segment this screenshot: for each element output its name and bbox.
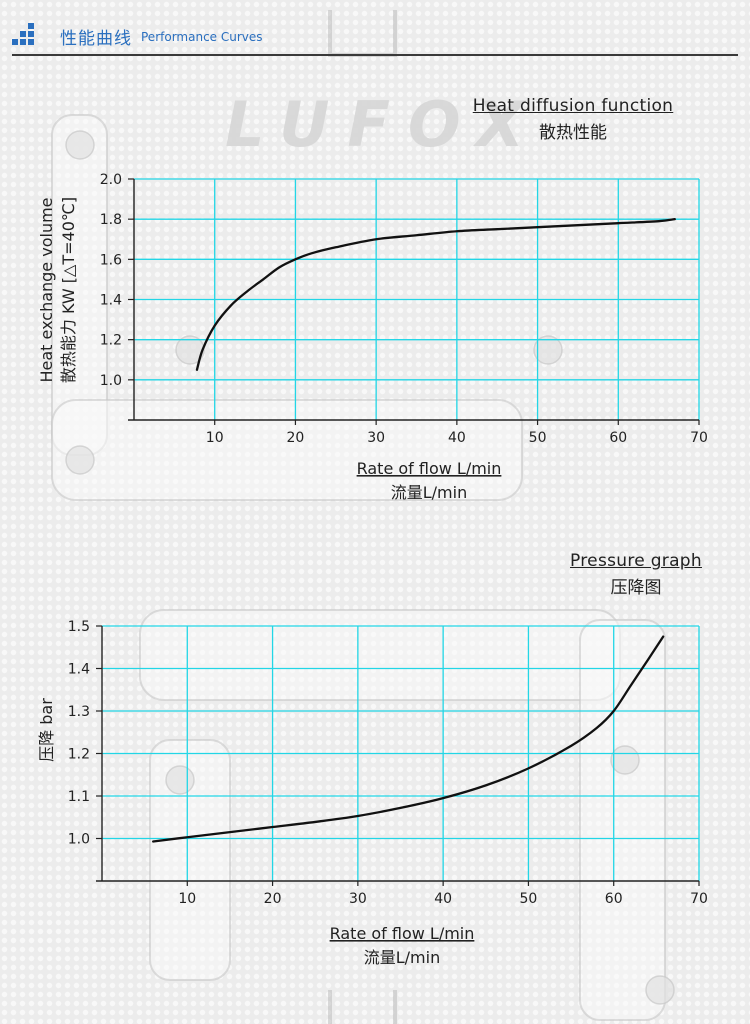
pressure-series-line xyxy=(152,635,665,843)
pressure-chart-xlabel: Rate of flow L/min xyxy=(330,924,475,943)
pressure-y-tick-label: 1.3 xyxy=(68,704,90,720)
heat-y-tick-label: 1.4 xyxy=(100,293,122,309)
heat-chart-xlabel: Rate of flow L/min xyxy=(357,459,502,478)
section-header: 性能曲线 Performance Curves xyxy=(0,0,750,60)
heat-x-tick-label: 50 xyxy=(529,430,547,446)
pressure-y-tick-label: 1.1 xyxy=(68,789,90,805)
header-divider xyxy=(12,54,738,56)
pressure-x-tick-label: 10 xyxy=(178,891,196,907)
pressure-chart-xlabel-cn: 流量L/min xyxy=(364,948,440,967)
heat-chart-ylabel: Heat exchange volume xyxy=(37,197,56,382)
pressure-x-tick-label: 50 xyxy=(520,891,538,907)
pressure-x-tick-label: 70 xyxy=(690,891,708,907)
heat-y-tick-label: 2.0 xyxy=(100,172,122,188)
heat-diffusion-chart: 10 20 30 40 50 60 70 1.0 1.2 1.4 1.6 1.8 2.0 Rate of… xyxy=(37,172,708,502)
pressure-chart-ylabel: 压降 bar xyxy=(37,698,56,762)
pressure-y-tick-label: 1.0 xyxy=(68,832,90,848)
pressure-chart-title-block: Pressure graph 压降图 xyxy=(562,551,710,598)
heat-x-tick-label: 70 xyxy=(690,430,708,446)
heat-y-tick-label: 1.6 xyxy=(100,252,122,268)
heat-chart-title-block: Heat diffusion function 散热性能 xyxy=(470,96,676,143)
heat-chart-subtitle: 散热性能 xyxy=(539,123,607,143)
pressure-x-tick-label: 20 xyxy=(264,891,282,907)
pressure-x-tick-label: 60 xyxy=(605,891,623,907)
pressure-x-tick-label: 40 xyxy=(434,891,452,907)
heat-x-tick-label: 60 xyxy=(609,430,627,446)
brand-watermark: LUFOX xyxy=(225,88,543,161)
pressure-chart-subtitle: 压降图 xyxy=(610,578,662,598)
section-title-cn: 性能曲线 xyxy=(60,29,132,49)
pressure-chart-title: Pressure graph xyxy=(570,551,702,571)
pressure-y-tick-label: 1.5 xyxy=(68,619,90,635)
heat-x-tick-label: 40 xyxy=(448,430,466,446)
pressure-graph-chart: 10 20 30 40 50 60 70 1.0 1.1 1.2 1.3 1.4 1.5 Rate of… xyxy=(37,619,708,967)
heat-series-line xyxy=(195,218,676,371)
pressure-x-tick-label: 30 xyxy=(349,891,367,907)
heat-x-tick-label: 20 xyxy=(287,430,305,446)
heat-y-tick-label: 1.8 xyxy=(100,212,122,228)
heat-chart-ylabel-cn: 散热能力 KW [△T=40℃] xyxy=(59,197,78,383)
heat-y-tick-label: 1.0 xyxy=(100,373,122,389)
section-title-en: Performance Curves xyxy=(141,30,263,44)
heat-chart-title: Heat diffusion function xyxy=(472,96,674,116)
heat-y-tick-label: 1.2 xyxy=(100,333,122,349)
pressure-y-tick-label: 1.2 xyxy=(68,747,90,763)
heat-x-tick-label: 10 xyxy=(206,430,224,446)
pressure-y-tick-label: 1.4 xyxy=(68,662,90,678)
heat-chart-xlabel-cn: 流量L/min xyxy=(391,483,467,502)
heat-x-tick-label: 30 xyxy=(367,430,385,446)
blocks-logo-icon xyxy=(12,23,42,47)
